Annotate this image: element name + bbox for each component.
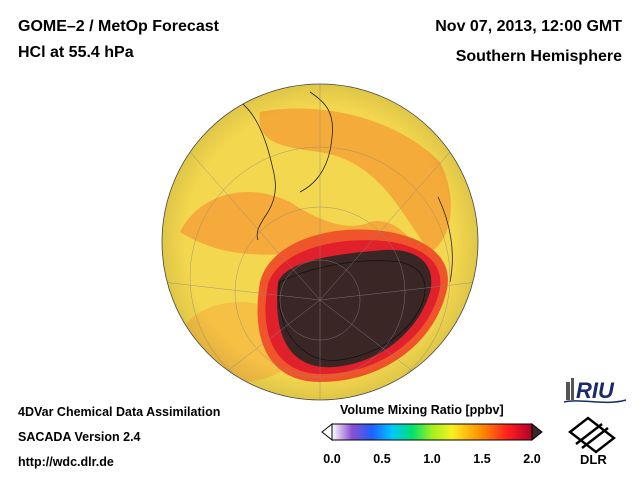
- map-subtitle: HCl at 55.4 hPa: [18, 44, 134, 61]
- version-label: SACADA Version 2.4: [18, 430, 141, 444]
- website-link[interactable]: http://wdc.dlr.de: [18, 455, 114, 469]
- colorbar-tick: 0.5: [373, 452, 391, 466]
- colorbar-gradient: [331, 423, 533, 441]
- region-label: Southern Hemisphere: [455, 48, 622, 65]
- colorbar-tick: 2.0: [523, 452, 541, 466]
- dlr-logo-text: DLR: [580, 452, 607, 467]
- colorbar-tick: 1.0: [423, 452, 441, 466]
- riu-logo: RIU: [563, 378, 627, 404]
- globe-outline: [161, 83, 479, 401]
- colorbar-min-arrow: [321, 422, 333, 442]
- riu-logo-text: RIU: [576, 378, 615, 403]
- colorbar-tick: 0.0: [323, 452, 341, 466]
- dlr-logo: DLR: [568, 416, 616, 467]
- colorbar-max-arrow: [531, 422, 543, 442]
- colorbar-title: Volume Mixing Ratio [ppbv]: [340, 403, 504, 417]
- assimilation-label: 4DVar Chemical Data Assimilation: [18, 405, 221, 419]
- globe-map: [161, 83, 479, 401]
- forecast-date: Nov 07, 2013, 12:00 GMT: [435, 18, 622, 35]
- colorbar: [321, 422, 543, 442]
- map-title: GOME–2 / MetOp Forecast: [18, 18, 219, 35]
- colorbar-tick: 1.5: [473, 452, 491, 466]
